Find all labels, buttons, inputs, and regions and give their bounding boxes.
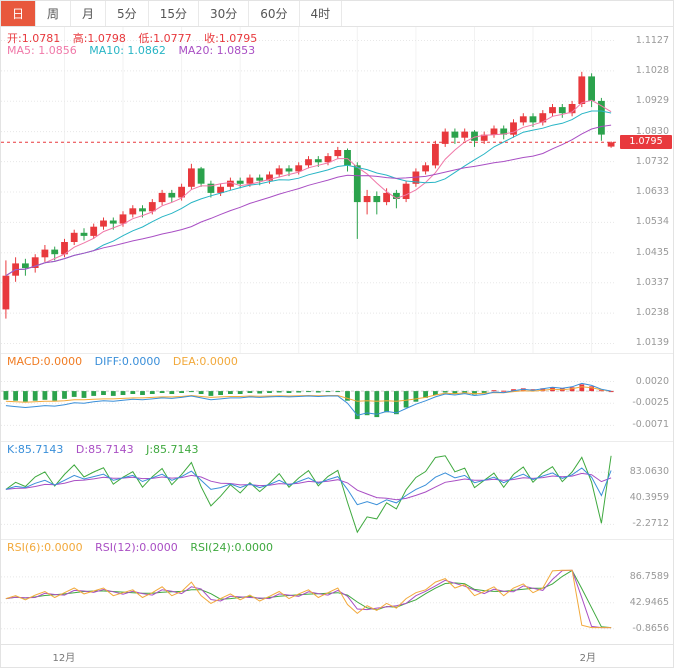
rsi-panel: 86.7589 42.9465 -0.8656 RSI(6):0.0000 RSI(… (1, 539, 673, 644)
tab-15min[interactable]: 15分 (149, 1, 199, 26)
tab-5min[interactable]: 5分 (106, 1, 149, 26)
last-price-tag: 1.0795 (620, 135, 672, 150)
macd-header: MACD:0.0000 DIFF:0.0000 DEA:0.0000 (7, 355, 247, 368)
k-value: K:85.7143 (7, 443, 64, 456)
ma20-value: MA20: 1.0853 (178, 44, 256, 57)
diff-value: DIFF:0.0000 (94, 355, 161, 368)
rsi12-value: RSI(12):0.0000 (95, 541, 178, 554)
tab-60min[interactable]: 60分 (249, 1, 300, 26)
ma10-value: MA10: 1.0862 (89, 44, 166, 57)
x-axis: 12月 2月 (1, 644, 673, 667)
macd-panel: 0.0020 -0.0025 -0.0071 MACD:0.0000 DIFF:0.… (1, 353, 673, 441)
main-chart-panel: 1.1127 1.1028 1.0929 1.0830 1.0732 1.0633 1.05… (1, 27, 673, 353)
close-value: 收:1.0795 (204, 32, 258, 45)
rsi6-value: RSI(6):0.0000 (7, 541, 83, 554)
candlestick-chart[interactable] (1, 27, 674, 353)
ohlc-header: 开:1.0781 高:1.0798 低:1.0777 收:1.0795 (7, 30, 266, 46)
ma5-value: MA5: 1.0856 (7, 44, 77, 57)
rsi-header: RSI(6):0.0000 RSI(12):0.0000 RSI(24):0.0… (7, 541, 282, 554)
kdj-header: K:85.7143 D:85.7143 J:85.7143 (7, 443, 208, 456)
rsi24-value: RSI(24):0.0000 (190, 541, 273, 554)
macd-value: MACD:0.0000 (7, 355, 83, 368)
tab-week[interactable]: 周 (36, 1, 72, 26)
tab-day[interactable]: 日 (1, 1, 37, 26)
x-axis-label: 2月 (579, 653, 596, 664)
kdj-chart[interactable] (1, 442, 674, 540)
timeframe-tabbar: 日 周 月 5分 15分 30分 60分 4时 (1, 1, 673, 27)
x-axis-label: 12月 (52, 653, 76, 664)
j-value: J:85.7143 (146, 443, 199, 456)
dea-value: DEA:0.0000 (172, 355, 238, 368)
open-value: 开:1.0781 (7, 32, 61, 45)
tab-30min[interactable]: 30分 (199, 1, 250, 26)
high-value: 高:1.0798 (72, 32, 126, 45)
rsi-chart[interactable] (1, 540, 674, 645)
tab-4hour[interactable]: 4时 (300, 1, 343, 26)
ma-header: MA5: 1.0856 MA10: 1.0862 MA20: 1.0853 (7, 44, 264, 57)
d-value: D:85.7143 (75, 443, 134, 456)
macd-chart[interactable] (1, 354, 674, 442)
low-value: 低:1.0777 (138, 32, 192, 45)
kdj-panel: 83.0630 40.3959 -2.2712 K:85.7143 D:85.714… (1, 441, 673, 539)
tab-month[interactable]: 月 (71, 1, 107, 26)
